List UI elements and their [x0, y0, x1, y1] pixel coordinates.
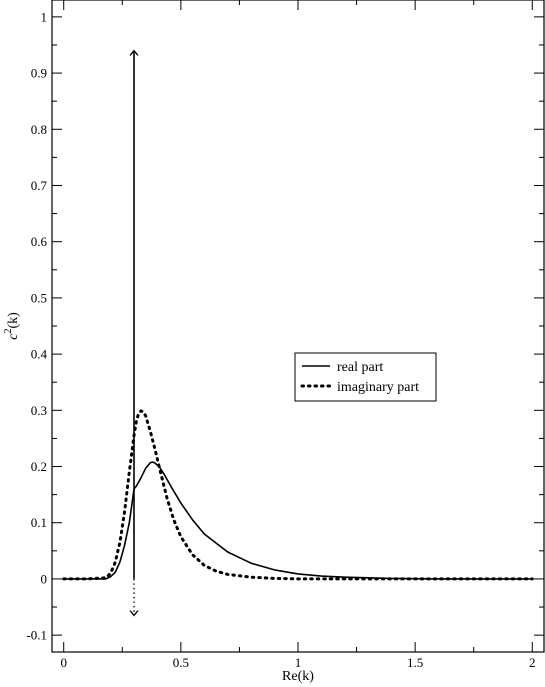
y-tick-label: 0.8 — [31, 122, 47, 137]
y-tick-label: -0.1 — [26, 628, 47, 643]
y-axis-title-tail: (k) — [6, 312, 21, 329]
y-axis-title-base: c — [6, 333, 21, 340]
legend-label-real: real part — [337, 360, 383, 375]
y-tick-label: 0.1 — [31, 515, 47, 530]
y-tick-label: 0.2 — [31, 459, 47, 474]
x-tick-label: 1 — [295, 655, 302, 670]
y-tick-label: 0 — [41, 571, 48, 586]
y-tick-label: 0.3 — [31, 403, 47, 418]
y-tick-label: 0.6 — [31, 234, 48, 249]
y-tick-label: 0.5 — [31, 290, 47, 305]
legend-label-imaginary: imaginary part — [337, 380, 419, 395]
y-tick-label: 1 — [41, 9, 48, 24]
x-axis-title: Re(k) — [282, 669, 314, 684]
x-tick-label: 0 — [60, 655, 67, 670]
plot-frame — [51, 0, 545, 653]
series-layer — [62, 409, 534, 581]
x-tick-label: 1.5 — [407, 655, 423, 670]
y-axis-title-sup: 2 — [3, 329, 14, 334]
axis-tick-labels: 0 0.5 1 1.5 2 -0.1 0 0.1 0.2 0.3 0.4 0.5 0.6 0.7 0.8 0.… — [26, 9, 535, 670]
y-tick-label: 0.4 — [31, 347, 48, 362]
y-tick-label: 0.9 — [31, 66, 47, 81]
series-imaginary-part-line — [62, 409, 534, 581]
x-tick-label: 0.5 — [173, 655, 189, 670]
legend-box — [294, 352, 437, 402]
x-tick-label: 2 — [529, 655, 536, 670]
axis-ticks — [52, 0, 544, 652]
legend: real part imaginary part — [294, 352, 437, 402]
y-tick-label: 0.7 — [31, 178, 48, 193]
y-axis-title: c2(k) — [3, 312, 21, 340]
